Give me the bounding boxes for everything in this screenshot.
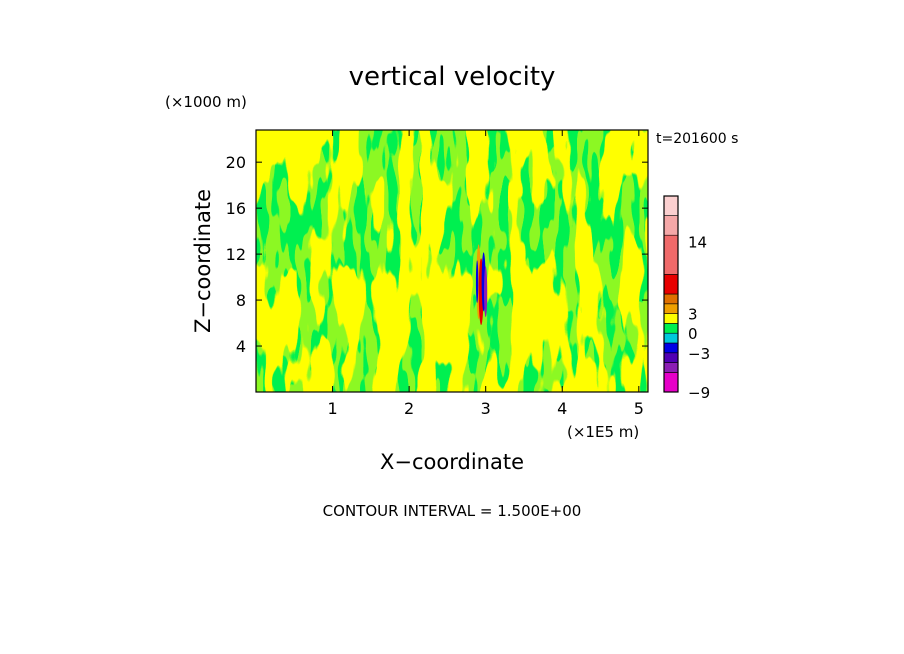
- field-streaks-fine: [256, 130, 648, 392]
- colorbar-band: [663, 332, 679, 344]
- x-tick-label: 2: [404, 399, 414, 418]
- x-axis-label: X−coordinate: [380, 450, 524, 474]
- y-tick-label: 16: [226, 199, 246, 218]
- plot-frame: [255, 129, 649, 393]
- x-tick-label: 5: [634, 399, 644, 418]
- chart-title: vertical velocity: [349, 62, 556, 92]
- x-tick-label: 1: [327, 399, 337, 418]
- colorbar-tick-label: 3: [688, 306, 698, 324]
- updraft-cell: [475, 260, 479, 304]
- x-tick-label: 4: [557, 399, 567, 418]
- colorbar-tick-label: −9: [688, 384, 710, 402]
- y-tick-label: 8: [236, 291, 246, 310]
- updraft-column: [475, 244, 488, 326]
- y-tick-label: 12: [226, 245, 246, 264]
- colorbar-band: [663, 352, 679, 363]
- colorbar-band: [663, 313, 679, 324]
- colorbar: 14 30 −3 −9: [663, 195, 710, 402]
- plot-area: [256, 130, 648, 392]
- y-unit-label: (×1000 m): [165, 93, 247, 111]
- colorbar-band: [663, 215, 679, 236]
- colorbar-band: [663, 362, 679, 373]
- colorbar-band: [663, 234, 679, 275]
- y-axis: 4 8 12 16 20: [226, 153, 648, 356]
- time-label: t=201600 s: [656, 131, 738, 147]
- colorbar-band: [663, 274, 679, 295]
- colorbar-band: [663, 195, 679, 216]
- y-tick-label: 4: [236, 337, 246, 356]
- colorbar-band: [663, 293, 679, 305]
- colorbar-band: [663, 303, 679, 314]
- colorbar-tick-label: −3: [688, 345, 710, 363]
- x-tick-label: 3: [481, 399, 491, 418]
- colorbar-tick-label: 0: [688, 325, 698, 343]
- x-unit-label: (×1E5 m): [567, 423, 639, 441]
- colorbar-frame: [663, 195, 679, 393]
- updraft-cell: [484, 266, 488, 318]
- colorbar-band: [663, 342, 679, 354]
- y-tick-label: 20: [226, 153, 246, 172]
- colorbar-band: [663, 372, 679, 393]
- colorbar-band: [663, 323, 679, 334]
- x-axis: 1 2 3 4 5: [327, 130, 644, 418]
- y-axis-label: Z−coordinate: [191, 189, 215, 333]
- colorbar-tick-label: 14: [688, 234, 707, 252]
- contour-interval-note: CONTOUR INTERVAL = 1.500E+00: [323, 502, 582, 520]
